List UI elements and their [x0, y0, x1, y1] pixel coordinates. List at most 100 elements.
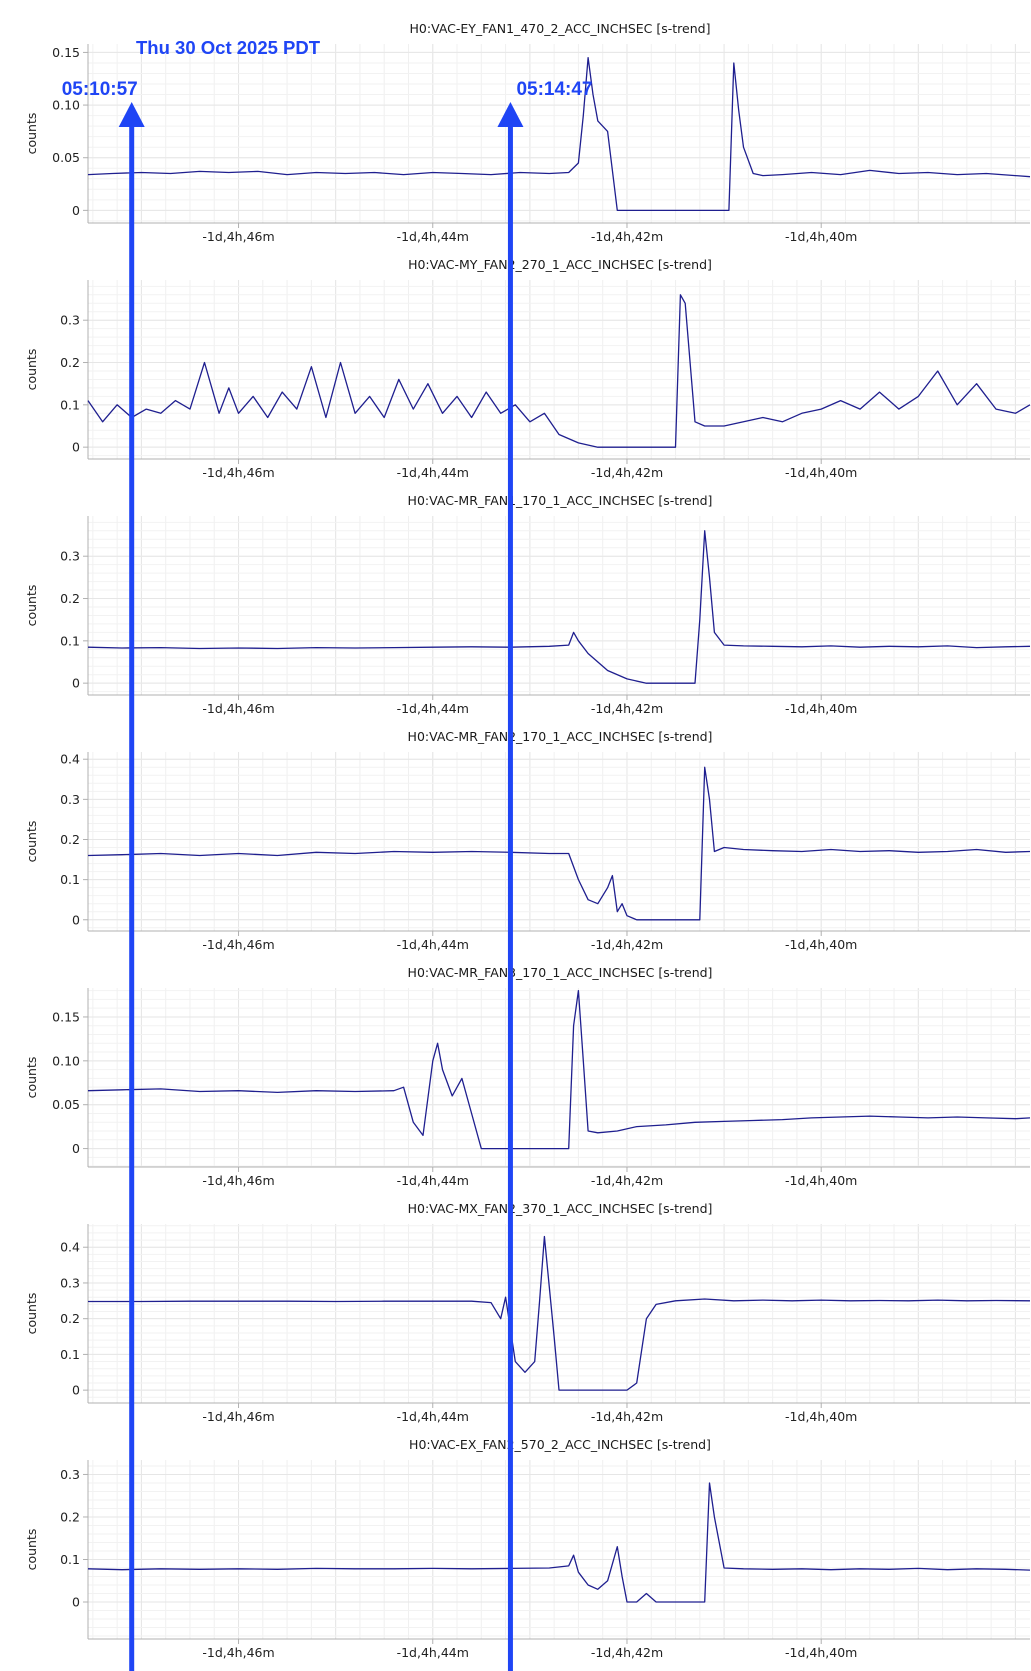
plot-area: [88, 988, 1030, 1167]
x-tick-label: -1d,4h,42m: [591, 465, 663, 480]
y-tick-label: 0.3: [60, 792, 80, 807]
chart-panel-7: 0 0.1 0.2 0.3 -1d,4h,46m -1d,4h,44m -1d,4h,42m…: [24, 1437, 1031, 1660]
y-tick-label: 0.05: [52, 1097, 80, 1112]
series-line-1: [87, 57, 1031, 212]
x-tick-label: -1d,4h,44m: [397, 1409, 469, 1424]
x-tick-label: -1d,4h,46m: [202, 1173, 274, 1188]
x-tick-label: -1d,4h,42m: [591, 937, 663, 952]
plot-area: [88, 752, 1030, 931]
y-tick-label: 0.10: [52, 1053, 80, 1068]
chart-panel-6: 0 0.1 0.2 0.3 0.4 -1d,4h,46m -1d,4h,44m -1d,4h,…: [24, 1201, 1031, 1424]
x-tick-label: -1d,4h,40m: [785, 465, 857, 480]
x-tick-label: -1d,4h,46m: [202, 701, 274, 716]
y-tick-label: 0.3: [60, 313, 80, 328]
y-tick-label: 0.1: [60, 397, 80, 412]
chart-panel-4: 0 0.1 0.2 0.3 0.4 -1d,4h,46m -1d,4h,44m -1d,4h,…: [24, 729, 1031, 952]
x-tick-label: -1d,4h,44m: [397, 1645, 469, 1660]
y-axis-label: counts: [24, 821, 39, 863]
y-tick-label: 0.1: [60, 872, 80, 887]
chart-panel-2: 0 0.1 0.2 0.3 -1d,4h,46m -1d,4h,44m -1d,4h,42m…: [24, 257, 1031, 480]
plot-area: [88, 280, 1030, 459]
chart-panel-5: 0 0.05 0.10 0.15 -1d,4h,46m -1d,4h,44m -1d,4h,…: [24, 965, 1031, 1188]
series-line-1: [87, 1482, 1031, 1603]
y-axis-label: counts: [24, 1057, 39, 1099]
y-tick-label: 0: [72, 440, 80, 455]
x-tick-label: -1d,4h,44m: [397, 937, 469, 952]
y-axis-label: counts: [24, 113, 39, 155]
series-line-1: [87, 294, 1031, 448]
y-tick-label: 0.05: [52, 150, 80, 165]
series-line-1: [87, 989, 1031, 1150]
x-tick-label: -1d,4h,40m: [785, 229, 857, 244]
y-tick-label: 0: [72, 203, 80, 218]
time-marker-overlay: Thu 30 Oct 2025 PDT 05:10:57 05:14:47: [62, 37, 593, 1671]
series-line-1: [88, 1235, 1031, 1391]
x-tick-label: -1d,4h,40m: [785, 701, 857, 716]
x-tick-label: -1d,4h,46m: [202, 1645, 274, 1660]
y-tick-label: 0.2: [60, 591, 80, 606]
x-tick-label: -1d,4h,40m: [785, 1409, 857, 1424]
x-tick-label: -1d,4h,44m: [397, 701, 469, 716]
y-tick-label: 0: [72, 912, 80, 927]
y-tick-label: 0.15: [52, 45, 80, 60]
x-tick-label: -1d,4h,42m: [591, 229, 663, 244]
marker-label-1: 05:10:57: [62, 79, 138, 100]
y-axis-label: counts: [24, 1293, 39, 1335]
x-tick-label: -1d,4h,40m: [785, 1173, 857, 1188]
chart-title: H0:VAC-MR_FAN2_170_1_ACC_INCHSEC [s-tren…: [408, 729, 713, 744]
chart-panel-3: 0 0.1 0.2 0.3 -1d,4h,46m -1d,4h,44m -1d,4h,42m…: [24, 493, 1031, 716]
x-tick-label: -1d,4h,46m: [202, 937, 274, 952]
chart-title: H0:VAC-MR_FAN3_170_1_ACC_INCHSEC [s-tren…: [408, 965, 713, 980]
chart-title: H0:VAC-EX_FAN2_570_2_ACC_INCHSEC [s-tren…: [409, 1437, 711, 1452]
y-tick-label: 0.3: [60, 1275, 80, 1290]
x-tick-label: -1d,4h,44m: [397, 229, 469, 244]
y-tick-label: 0: [72, 676, 80, 691]
plot-area: [88, 44, 1030, 223]
x-tick-label: -1d,4h,44m: [397, 465, 469, 480]
y-tick-label: 0.15: [52, 1009, 80, 1024]
marker-label-2: 05:14:47: [516, 79, 592, 100]
date-label: Thu 30 Oct 2025 PDT: [136, 37, 321, 58]
chart-title: H0:VAC-MY_FAN2_270_1_ACC_INCHSEC [s-tren…: [408, 257, 712, 272]
y-tick-label: 0: [72, 1383, 80, 1398]
chart-title: H0:VAC-EY_FAN1_470_2_ACC_INCHSEC [s-tren…: [410, 21, 711, 36]
y-tick-label: 0.4: [60, 1240, 80, 1255]
y-axis-label: counts: [24, 349, 39, 391]
x-tick-label: -1d,4h,42m: [591, 1173, 663, 1188]
x-tick-label: -1d,4h,40m: [785, 937, 857, 952]
series-line-1: [87, 766, 1031, 921]
y-tick-label: 0.1: [60, 1347, 80, 1362]
x-tick-label: -1d,4h,42m: [591, 701, 663, 716]
chart-panels: 00.050.100.15-1d,4h,46m -1d,4h,44m -1d,4h,…: [24, 21, 1031, 1660]
series-line-1: [87, 530, 1031, 684]
y-tick-label: 0.4: [60, 752, 80, 767]
marker-arrowhead-1: [118, 102, 145, 127]
x-tick-label: -1d,4h,46m: [202, 229, 274, 244]
x-tick-label: -1d,4h,46m: [202, 1409, 274, 1424]
y-tick-label: 0.2: [60, 1311, 80, 1326]
x-tick-label: -1d,4h,40m: [785, 1645, 857, 1660]
y-tick-label: 0.3: [60, 549, 80, 564]
chart-title: H0:VAC-MR_FAN1_170_1_ACC_INCHSEC [s-tren…: [408, 493, 713, 508]
y-axis-label: counts: [24, 1529, 39, 1571]
chart-title: H0:VAC-MX_FAN2_370_1_ACC_INCHSEC [s-tren…: [408, 1201, 713, 1216]
x-tick-label: -1d,4h,46m: [202, 465, 274, 480]
y-tick-label: 0.1: [60, 1552, 80, 1567]
marker-arrowhead-2: [497, 102, 524, 127]
time-markers: 05:10:57 05:14:47: [62, 79, 593, 1671]
x-tick-label: -1d,4h,44m: [397, 1173, 469, 1188]
plot-area: [88, 516, 1030, 695]
x-tick-label: -1d,4h,42m: [591, 1409, 663, 1424]
y-tick-label: 0.10: [52, 98, 80, 113]
plot-area: [88, 1224, 1030, 1403]
y-tick-label: 0.3: [60, 1467, 80, 1482]
chart-panel-1: 0 0.05 0.10 0.15 -1d,4h,46m -1d,4h,44m -1d,4h,…: [24, 21, 1031, 244]
y-tick-label: 0: [72, 1595, 80, 1610]
y-tick-label: 0.2: [60, 1509, 80, 1524]
y-axis-label: counts: [24, 585, 39, 627]
y-tick-label: 0.2: [60, 355, 80, 370]
plot-area: [88, 1460, 1030, 1639]
x-tick-label: -1d,4h,42m: [591, 1645, 663, 1660]
y-tick-label: 0: [72, 1141, 80, 1156]
